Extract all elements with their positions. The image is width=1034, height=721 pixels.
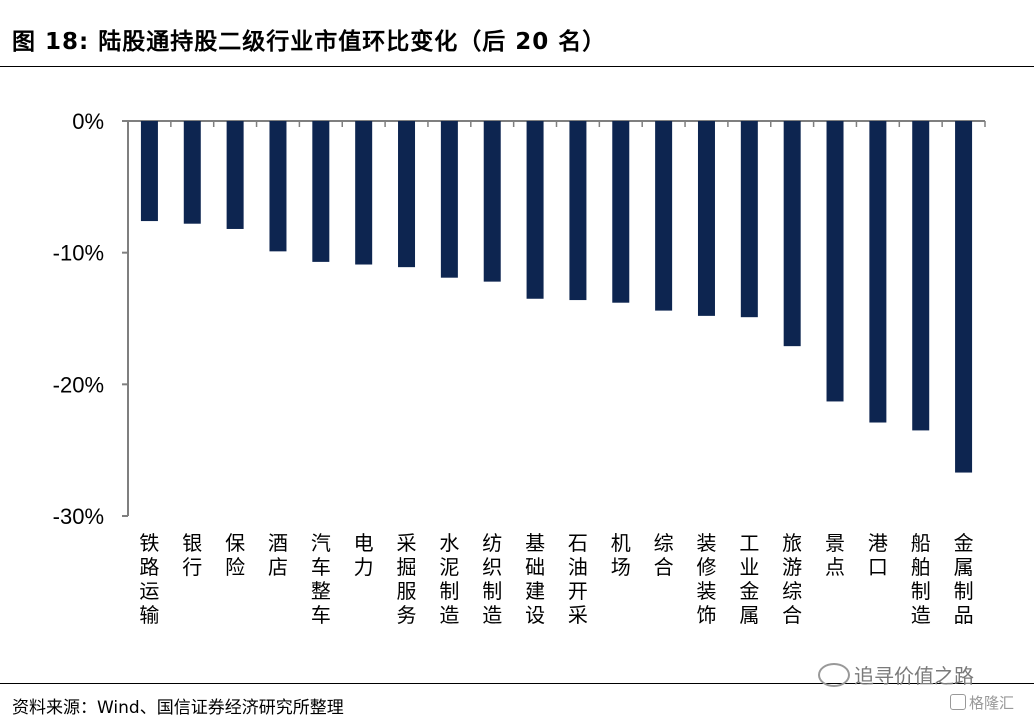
y-tick-label: -30% <box>53 504 104 529</box>
bar <box>826 121 844 402</box>
x-tick-label: 酒店 <box>268 531 288 579</box>
bar <box>312 121 330 262</box>
watermark-text: 追寻价值之路 <box>854 664 974 688</box>
x-tick-label: 景点 <box>825 531 845 579</box>
x-tick-label: 旅游综合 <box>782 531 802 627</box>
x-tick-label: 电力 <box>354 531 374 579</box>
bar <box>740 121 758 318</box>
x-tick-label: 纺织制造 <box>482 531 502 627</box>
bar <box>355 121 373 265</box>
bar <box>269 121 287 252</box>
bar <box>783 121 801 347</box>
x-tick-label: 装修装饰 <box>696 531 716 627</box>
watermark: 追寻价值之路 <box>818 660 974 689</box>
bar <box>398 121 416 268</box>
y-tick-label: -20% <box>53 372 104 397</box>
bar <box>140 121 158 222</box>
bar <box>912 121 930 431</box>
x-tick-label: 基础建设 <box>525 531 545 627</box>
x-tick-label: 综合 <box>654 531 674 579</box>
x-tick-label: 保险 <box>225 531 245 579</box>
logo: 格隆汇 <box>950 692 1014 713</box>
logo-icon <box>950 694 966 710</box>
x-tick-label: 港口 <box>868 531 888 579</box>
bar <box>612 121 630 303</box>
x-tick-label: 工业金属 <box>739 531 759 627</box>
x-tick-label: 船舶制造 <box>911 531 931 627</box>
bars <box>140 121 973 473</box>
bar <box>440 121 458 278</box>
bar <box>955 121 973 473</box>
bar <box>526 121 544 299</box>
bar <box>226 121 244 229</box>
x-tick-label: 汽车整车 <box>311 531 331 627</box>
bar <box>655 121 673 311</box>
x-tick-label: 水泥制造 <box>439 531 459 627</box>
x-tick-label: 采掘服务 <box>397 531 417 627</box>
wechat-icon <box>818 663 850 687</box>
logo-text: 格隆汇 <box>969 694 1015 712</box>
bar <box>697 121 715 316</box>
footer-divider <box>0 683 1034 684</box>
x-tick-label: 银行 <box>182 531 202 579</box>
bar <box>483 121 501 282</box>
source-note: 资料来源：Wind、国信证券经济研究所整理 <box>12 698 344 718</box>
chart-header: 图 18: 陆股通持股二级行业市值环比变化（后 20 名） <box>0 0 1034 67</box>
bar <box>183 121 201 224</box>
x-tick-label: 机场 <box>611 531 631 579</box>
bar <box>569 121 587 301</box>
x-tick-label: 铁路运输 <box>139 531 159 627</box>
bar <box>869 121 887 423</box>
chart-title: 图 18: 陆股通持股二级行业市值环比变化（后 20 名） <box>12 29 607 55</box>
y-tick-label: 0% <box>72 109 104 134</box>
x-tick-label: 金属制品 <box>954 531 974 627</box>
x-tick-label: 石油开采 <box>568 531 588 627</box>
y-tick-label: -10% <box>53 241 104 266</box>
